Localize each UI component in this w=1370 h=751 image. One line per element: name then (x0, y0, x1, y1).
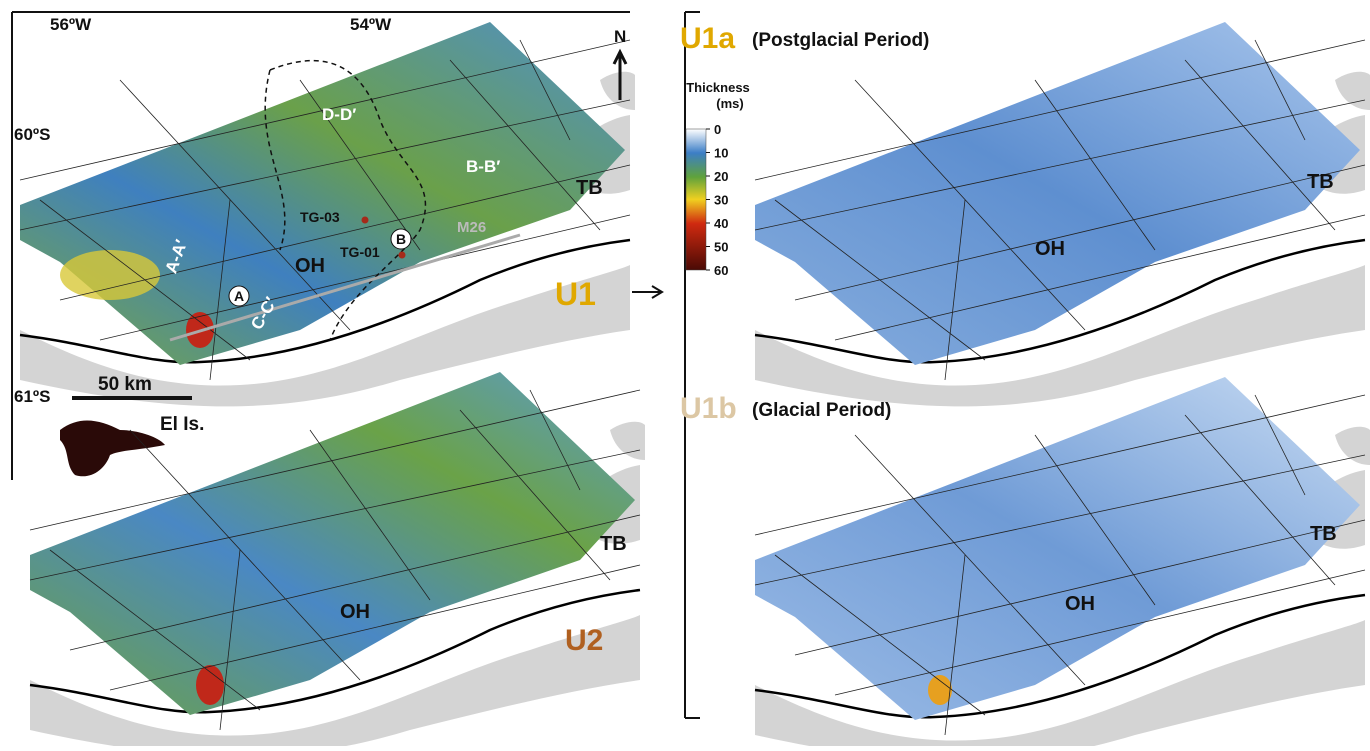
colorbar-tick-label: 40 (714, 216, 728, 231)
unit-label: U2 (565, 624, 603, 657)
core (399, 252, 406, 259)
arrow (632, 286, 662, 298)
colorbar-tick-label: 10 (714, 146, 728, 161)
map-u1: 56ºW 54ºW 60ºS 61ºS N A-A′ B-B′ C-C′ D-D… (12, 12, 662, 480)
unit-label: U1a (680, 22, 735, 55)
legend: Thickness (ms) 0 10 20 30 40 50 60 (686, 80, 750, 278)
basin-label: TB (1310, 523, 1337, 545)
unit-label: U1 (555, 276, 596, 312)
scale-bar (72, 396, 192, 400)
north-label: N (614, 27, 626, 46)
legend-title: Thickness (686, 80, 750, 95)
unit-label: U1b (680, 392, 737, 425)
scale-bar-label: 50 km (98, 374, 152, 395)
figure: 56ºW 54ºW 60ºS 61ºS N A-A′ B-B′ C-C′ D-D… (0, 0, 1370, 746)
core-label: TG-01 (340, 244, 380, 260)
colorbar-tick-label: 50 (714, 240, 728, 255)
legend-title: (ms) (716, 96, 743, 111)
period-label: (Glacial Period) (752, 400, 891, 421)
basin-label: TB (600, 533, 627, 555)
colorbar-tick-label: 30 (714, 193, 728, 208)
profile-label: B-B′ (466, 157, 500, 176)
basin-label: OH (1065, 593, 1095, 615)
colorbar-tick-label: 60 (714, 263, 728, 278)
profile-label: D-D′ (322, 105, 356, 124)
basin-label: TB (576, 177, 603, 199)
basin-label: OH (295, 255, 325, 277)
core-label: TG-03 (300, 209, 340, 225)
hotspot (196, 665, 224, 705)
map-u1a: OH TB (755, 22, 1370, 406)
colorbar-tick-label: 20 (714, 169, 728, 184)
island-label: El Is. (160, 414, 204, 435)
site-label: B (396, 231, 406, 247)
basin-label: OH (340, 601, 370, 623)
line-label: M26 (457, 219, 486, 236)
core (362, 217, 369, 224)
hotspot (60, 250, 160, 300)
island (60, 421, 165, 477)
bracket (685, 12, 700, 718)
basin-label: OH (1035, 238, 1065, 260)
map-u1b: OH TB (755, 377, 1370, 746)
lat-label: 61ºS (14, 387, 50, 406)
lon-label: 56ºW (50, 15, 92, 34)
lon-label: 54ºW (350, 15, 392, 34)
period-label: (Postglacial Period) (752, 30, 929, 51)
colorbar-tick-label: 0 (714, 122, 721, 137)
map-u2: OH TB U2 (30, 372, 645, 746)
hotspot (928, 675, 952, 705)
basin-label: TB (1307, 171, 1334, 193)
site-label: A (234, 288, 244, 304)
colorbar (686, 129, 706, 270)
lat-label: 60ºS (14, 125, 50, 144)
